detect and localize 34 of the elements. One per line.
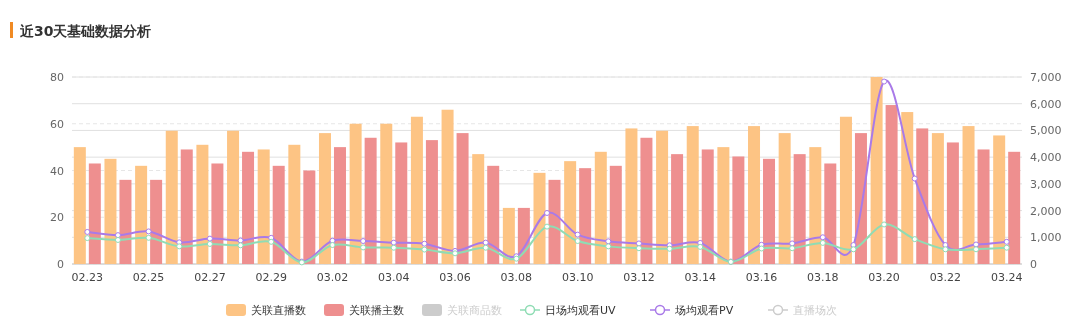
x-tick-label: 02.29 bbox=[255, 271, 287, 284]
x-tick-label: 03.18 bbox=[807, 271, 839, 284]
y-tick-label: 60 bbox=[50, 117, 64, 131]
x-tick-label: 02.23 bbox=[71, 271, 104, 284]
y-tick-label: 0 bbox=[57, 258, 64, 271]
y2-tick-label: 7,000 bbox=[1030, 71, 1062, 84]
x-tick-label: 03.20 bbox=[868, 271, 900, 284]
y2-tick-label: 1,000 bbox=[1030, 231, 1062, 245]
x-tick-label: 03.04 bbox=[378, 271, 410, 284]
y2-tick-label: 6,000 bbox=[1030, 97, 1062, 111]
chart-title: 近30天基础数据分析 bbox=[19, 23, 152, 39]
x-tick-label: 03.12 bbox=[623, 271, 655, 284]
y-tick-label: 80 bbox=[50, 71, 64, 84]
y-tick-label: 20 bbox=[50, 211, 64, 225]
x-tick-label: 03.08 bbox=[500, 271, 533, 284]
y2-tick-label: 5,000 bbox=[1030, 124, 1062, 138]
legend-label: 关联播主数 bbox=[349, 304, 404, 317]
x-tick-label: 03.14 bbox=[684, 271, 716, 284]
legend-label: 关联直播数 bbox=[251, 304, 306, 317]
y-tick-label: 40 bbox=[50, 164, 64, 178]
x-tick-label: 03.16 bbox=[745, 271, 778, 284]
x-tick-label: 02.27 bbox=[194, 271, 226, 284]
y2-tick-label: 3,000 bbox=[1030, 177, 1062, 191]
x-tick-label: 03.24 bbox=[990, 271, 1023, 284]
y2-tick-label: 2,000 bbox=[1030, 204, 1062, 218]
x-tick-label: 03.02 bbox=[316, 271, 349, 284]
x-tick-label: 03.22 bbox=[929, 271, 962, 284]
legend-label: 场均观看PV bbox=[674, 304, 734, 317]
x-tick-label: 03.06 bbox=[439, 271, 471, 284]
legend-label: 日场均观看UV bbox=[545, 304, 617, 317]
x-tick-label: 03.10 bbox=[561, 271, 594, 284]
y2-tick-label: 0 bbox=[1030, 258, 1037, 271]
x-tick-label: 02.25 bbox=[132, 271, 165, 284]
y2-tick-label: 4,000 bbox=[1030, 151, 1062, 165]
